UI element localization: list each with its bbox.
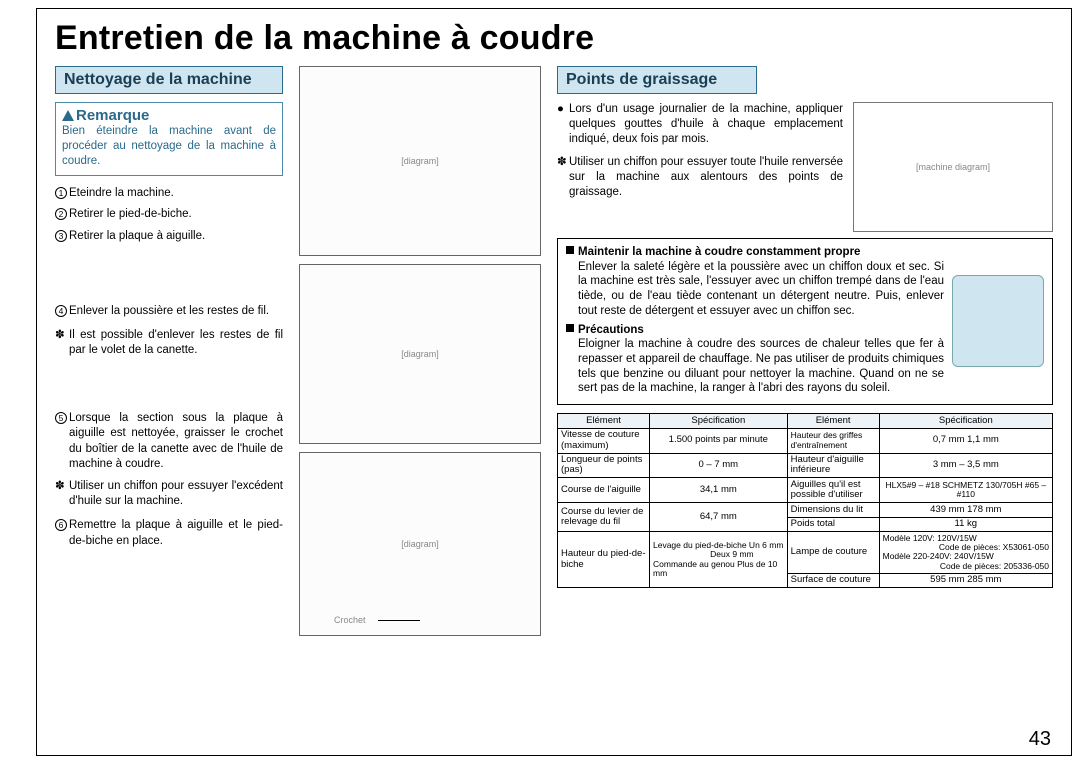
oil-text: ●Lors d'un usage journalier de la machin… — [557, 102, 843, 232]
note-b: ✽Utiliser un chiffon pour essuyer l'excé… — [55, 479, 283, 510]
manual-page: Entretien de la machine à coudre Nettoya… — [36, 8, 1072, 756]
page-title: Entretien de la machine à coudre — [55, 19, 1053, 58]
mid-column: [diagram] [diagram] [diagram] Crochet — [299, 66, 541, 644]
step-1: 1Eteindre la machine. — [55, 186, 283, 202]
care-body-2: Eloigner la machine à coudre des sources… — [578, 337, 944, 396]
section-header-cleaning: Nettoyage de la machine — [55, 66, 283, 94]
care-heading-2: Précautions — [578, 324, 644, 336]
left-column: Nettoyage de la machine Remarque Bien ét… — [55, 66, 283, 644]
remark-box: Remarque Bien éteindre la machine avant … — [55, 102, 283, 176]
crochet-label: Crochet — [334, 615, 366, 625]
step-3: 3Retirer la plaque à aiguille. — [55, 229, 283, 245]
cleaning-machine-icon — [952, 275, 1044, 367]
care-text: Maintenir la machine à coudre constammen… — [566, 245, 944, 396]
oil-bullet-1: ●Lors d'un usage journalier de la machin… — [557, 102, 843, 147]
table-row: Vitesse de couture (maximum) 1.500 point… — [558, 428, 1053, 453]
table-row: Course du levier de relevage du fil 64,7… — [558, 503, 1053, 517]
table-row: Hauteur du pied-de-biche Levage du pied-… — [558, 532, 1053, 573]
figure-1-needle-plate: [diagram] — [299, 66, 541, 256]
spec-h1: Elément — [558, 414, 650, 428]
remark-title-text: Remarque — [76, 107, 149, 124]
figure-2-brush-cleaning: [diagram] — [299, 264, 541, 444]
page-number: 43 — [1029, 728, 1051, 751]
note-a: ✽Il est possible d'enlever les restes de… — [55, 328, 283, 359]
care-body-1: Enlever la saleté légère et la poussière… — [578, 260, 944, 319]
step-6: 6Remettre la plaque à aiguille et le pie… — [55, 518, 283, 549]
table-row: Course de l'aiguille 34,1 mm Aiguilles q… — [558, 478, 1053, 503]
crochet-leader-line — [378, 620, 420, 621]
square-bullet-icon — [566, 324, 574, 332]
care-box: Maintenir la machine à coudre constammen… — [557, 238, 1053, 405]
step-4: 4Enlever la poussière et les restes de f… — [55, 304, 283, 320]
right-column: Points de graissage ●Lors d'un usage jou… — [557, 66, 1053, 644]
oil-bullet-2: ✽Utiliser un chiffon pour essuyer toute … — [557, 155, 843, 200]
steps-list: 1Eteindre la machine. 2Retirer le pied-d… — [55, 186, 283, 549]
spec-header-row: Elément Spécification Elément Spécificat… — [558, 414, 1053, 428]
columns: Nettoyage de la machine Remarque Bien ét… — [55, 66, 1053, 644]
remark-title: Remarque — [62, 107, 276, 124]
table-row: Longueur de points (pas) 0 – 7 mm Hauteu… — [558, 453, 1053, 478]
figure-3-oiling-hook: [diagram] Crochet — [299, 452, 541, 636]
section-header-oiling: Points de graissage — [557, 66, 757, 94]
figure-4-oil-points: [machine diagram] — [853, 102, 1053, 232]
spec-h4: Spécification — [879, 414, 1052, 428]
spec-h2: Spécification — [650, 414, 788, 428]
square-bullet-icon — [566, 246, 574, 254]
spec-h3: Elément — [787, 414, 879, 428]
warning-icon — [62, 110, 74, 121]
step-2: 2Retirer le pied-de-biche. — [55, 207, 283, 223]
remark-body: Bien éteindre la machine avant de procéd… — [62, 124, 276, 169]
oil-text-row: ●Lors d'un usage journalier de la machin… — [557, 102, 1053, 232]
care-heading-1: Maintenir la machine à coudre constammen… — [578, 246, 860, 258]
step-5: 5Lorsque la section sous la plaque à aig… — [55, 411, 283, 473]
spec-table: Elément Spécification Elément Spécificat… — [557, 413, 1053, 588]
